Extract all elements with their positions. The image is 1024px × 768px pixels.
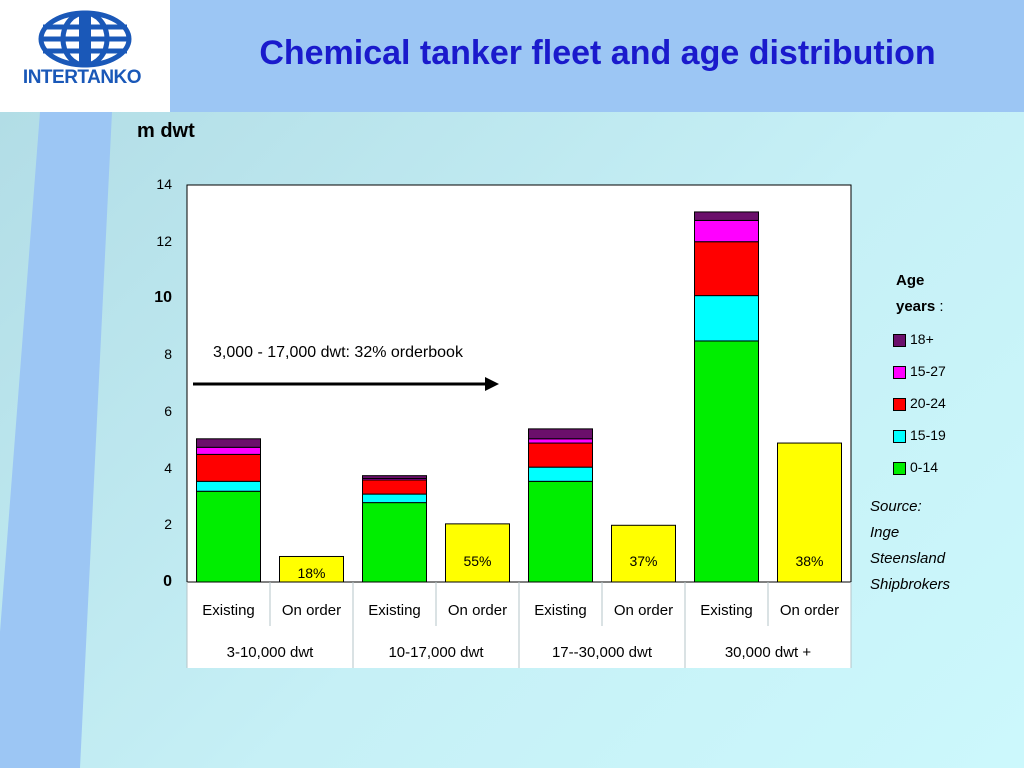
- data-label: 38%: [795, 553, 824, 569]
- bar-on-order: [611, 524, 676, 583]
- legend-title-years: years: [896, 298, 936, 315]
- source-note: Source: Inge Steensland Shipbrokers: [870, 494, 950, 598]
- globe-icon: [38, 10, 132, 68]
- logo: INTERTANKO: [0, 0, 170, 112]
- bar-segment-15-27: [694, 219, 759, 243]
- legend-title-line2: years :: [896, 294, 944, 320]
- legend-title-suffix: :: [935, 298, 944, 315]
- y-tick-label: 8: [164, 346, 172, 363]
- legend-swatch: [893, 398, 906, 411]
- y-tick-label: 6: [164, 402, 172, 419]
- legend-title: Age years :: [896, 268, 944, 320]
- bar-segment-18+: [362, 475, 427, 479]
- y-tick-label: 0: [163, 573, 172, 590]
- source-line-2: Inge: [870, 524, 900, 541]
- bar-segment-15-19: [528, 466, 593, 482]
- bar-on-order: [445, 523, 510, 583]
- legend-swatch: [893, 366, 906, 379]
- bar-on-order: [777, 442, 842, 583]
- group-label: 17--30,000 dwt: [551, 644, 653, 661]
- bar-segment-0-14: [694, 340, 759, 583]
- y-tick-label: 2: [164, 516, 172, 533]
- annotation-text: 3,000 - 17,000 dwt: 32% orderbook: [213, 344, 463, 361]
- y-tick-label: 14: [156, 176, 172, 192]
- bar-segment-20-24: [528, 442, 593, 468]
- legend-label: 15-27: [910, 363, 946, 379]
- bar-on-order: [279, 555, 344, 583]
- group-label: 3-10,000 dwt: [226, 644, 314, 661]
- legend-label: 18+: [910, 331, 934, 347]
- bar-segment-15-19: [196, 480, 261, 492]
- bar-segment-0-14: [362, 502, 427, 583]
- y-tick-label: 12: [156, 232, 172, 249]
- x-tick-label: On order: [779, 602, 840, 619]
- x-tick-label: Existing: [202, 602, 255, 619]
- x-tick-label: Existing: [534, 602, 587, 619]
- bar-segment-15-27: [196, 446, 261, 455]
- decorative-stripe: [0, 112, 112, 768]
- bar-segment-15-19: [362, 493, 427, 504]
- bar-segment-20-24: [362, 479, 427, 495]
- x-tick-label: Existing: [368, 602, 421, 619]
- legend-title-line1: Age: [896, 272, 925, 289]
- legend-swatch: [893, 334, 906, 347]
- bar-segment-15-27: [528, 438, 593, 444]
- logo-text: INTERTANKO: [22, 67, 142, 88]
- legend-swatch: [893, 462, 906, 475]
- data-label: 18%: [297, 565, 326, 581]
- bar-segment-18+: [528, 428, 593, 440]
- x-tick-label: On order: [613, 602, 674, 619]
- source-line-1: Source:: [870, 498, 922, 515]
- y-tick-label: 10: [154, 289, 172, 307]
- data-label: 55%: [463, 553, 492, 569]
- data-label: 37%: [629, 553, 658, 569]
- group-label: 30,000 dwt +: [724, 644, 812, 661]
- bar-segment-20-24: [196, 453, 261, 482]
- bar-segment-18+: [196, 438, 261, 448]
- bar-segment-18+: [694, 211, 759, 221]
- source-line-3: Steensland: [870, 550, 946, 567]
- page-title: Chemical tanker fleet and age distributi…: [259, 34, 936, 72]
- legend-label: 20-24: [910, 395, 946, 411]
- y-tick-label: 4: [164, 459, 172, 476]
- bar-segment-15-19: [694, 295, 759, 342]
- legend-label: 15-19: [910, 427, 946, 443]
- legend-label: 0-14: [910, 459, 939, 475]
- x-tick-label: On order: [447, 602, 508, 619]
- header-bar: INTERTANKO Chemical tanker fleet and age…: [0, 0, 1024, 112]
- source-line-4: Shipbrokers: [870, 576, 951, 593]
- bar-segment-0-14: [196, 490, 261, 583]
- x-tick-label: Existing: [700, 602, 753, 619]
- bar-segment-0-14: [528, 480, 593, 583]
- group-label: 10-17,000 dwt: [388, 644, 484, 661]
- legend-swatch: [893, 430, 906, 443]
- bar-segment-20-24: [694, 241, 759, 297]
- y-axis-label: m dwt: [137, 120, 195, 142]
- annotation-arrow-head: [485, 377, 499, 391]
- x-tick-label: On order: [281, 602, 342, 619]
